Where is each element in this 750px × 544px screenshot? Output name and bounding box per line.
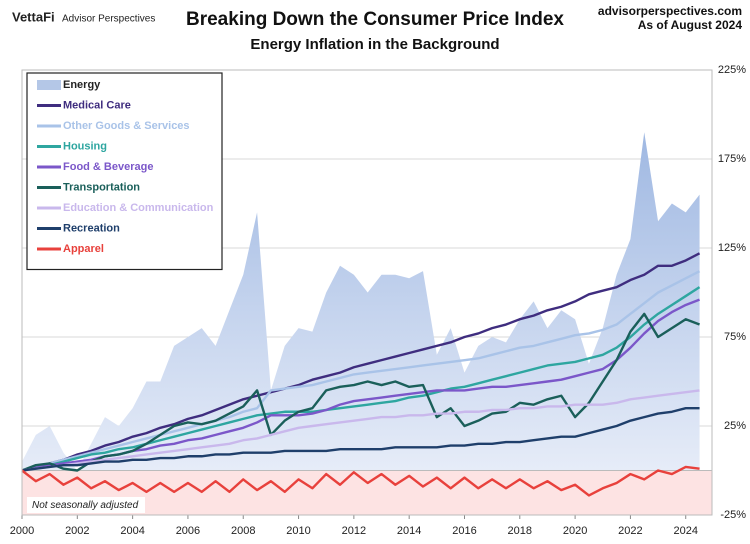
- legend-label: Recreation: [63, 222, 120, 234]
- x-tick-label: 2000: [10, 525, 34, 537]
- x-tick-label: 2014: [397, 525, 421, 537]
- x-tick-label: 2016: [452, 525, 476, 537]
- legend-label: Education & Communication: [63, 202, 214, 214]
- x-tick-label: 2002: [65, 525, 89, 537]
- line: [21, 270, 701, 472]
- legend-label: Energy: [63, 79, 101, 91]
- x-tick-label: 2006: [176, 525, 200, 537]
- x-tick-label: 2024: [673, 525, 697, 537]
- y-tick-label: 75%: [724, 331, 746, 343]
- x-tick-label: 2010: [286, 525, 310, 537]
- line: [21, 389, 700, 472]
- chart-subtitle: Energy Inflation in the Background: [250, 36, 499, 53]
- date-note: As of August 2024: [638, 18, 743, 32]
- y-tick-label: -25%: [720, 509, 746, 521]
- legend-label: Other Goods & Services: [63, 120, 190, 132]
- line: [21, 465, 700, 497]
- line: [21, 407, 700, 472]
- chart-title: Breaking Down the Consumer Price Index: [186, 9, 564, 30]
- y-tick-label: 25%: [724, 420, 746, 432]
- legend-swatch: [37, 80, 61, 90]
- legend-label: Transportation: [63, 181, 140, 193]
- x-tick-label: 2008: [231, 525, 255, 537]
- line: [21, 286, 701, 472]
- x-tick-label: 2018: [508, 525, 532, 537]
- legend-label: Food & Beverage: [63, 161, 153, 173]
- legend-label: Housing: [63, 140, 107, 152]
- x-tick-label: 2012: [342, 525, 366, 537]
- y-tick-label: 225%: [718, 64, 746, 76]
- brand: VettaFi: [12, 9, 55, 24]
- x-tick-label: 2004: [120, 525, 144, 537]
- source: advisorperspectives.com: [598, 4, 742, 18]
- note-box: [27, 497, 145, 513]
- plot-border: [21, 69, 713, 516]
- x-tick-label: 2020: [563, 525, 587, 537]
- line: [21, 252, 701, 472]
- legend-label: Medical Care: [63, 99, 131, 111]
- brand-sub: Advisor Perspectives: [62, 14, 155, 25]
- x-tick-label: 2022: [618, 525, 642, 537]
- y-tick-label: 125%: [718, 242, 746, 254]
- y-tick-label: 175%: [718, 153, 746, 165]
- note: Not seasonally adjusted: [32, 500, 139, 511]
- area: [22, 132, 700, 471]
- legend-label: Apparel: [63, 243, 104, 255]
